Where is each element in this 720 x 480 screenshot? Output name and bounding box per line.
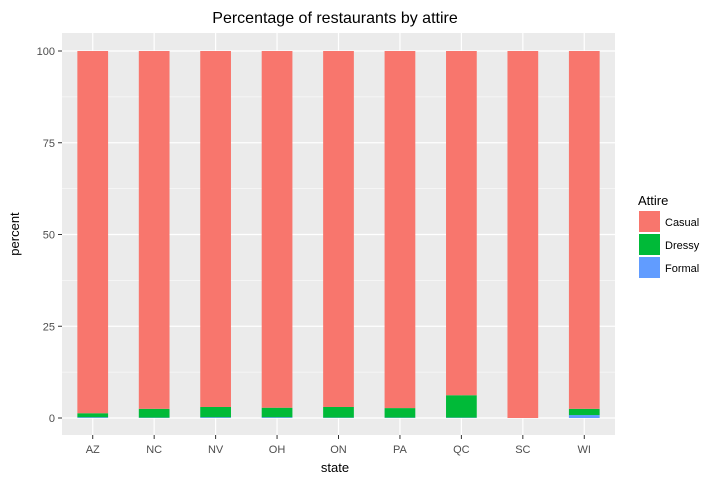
x-tick-label: AZ [86, 444, 100, 456]
bar-dressy-nv [200, 406, 231, 418]
bar-casual-qc [446, 51, 477, 396]
legend-key-dressy [639, 234, 660, 255]
bar-formal-oh [261, 417, 293, 418]
x-tick-label: PA [393, 444, 408, 456]
x-tick-label: ON [330, 444, 347, 456]
legend-title: Attire [638, 193, 668, 208]
bar-casual-on [323, 51, 354, 407]
y-tick-label: 0 [49, 413, 55, 425]
bar-dressy-qc [446, 395, 477, 418]
x-tick-label: NV [208, 444, 224, 456]
x-axis: AZ NC NV OH ON PA QC SC WI [86, 435, 591, 456]
bar-dressy-on [323, 406, 354, 418]
y-tick-label: 25 [43, 321, 55, 333]
bar-casual-oh [261, 51, 293, 408]
x-tick-label: NC [146, 444, 162, 456]
x-tick-label: WI [578, 444, 591, 456]
y-tick-label: 75 [43, 138, 55, 150]
legend-label-dressy: Dressy [665, 240, 700, 252]
bar-formal-az [77, 417, 109, 418]
bar-dressy-wi [568, 408, 600, 416]
x-tick-label: SC [515, 444, 530, 456]
bar-dressy-nc [138, 408, 170, 418]
x-tick-label: QC [453, 444, 470, 456]
legend: Attire Casual Dressy Formal [638, 193, 700, 278]
legend-label-formal: Formal [665, 263, 699, 275]
bar-casual-nv [200, 51, 231, 407]
y-axis: 0 25 50 75 100 [37, 46, 62, 425]
bar-formal-nv [200, 417, 231, 418]
legend-key-casual [639, 211, 660, 232]
legend-label-casual: Casual [665, 217, 699, 229]
legend-key-formal [639, 257, 660, 278]
y-tick-label: 50 [43, 230, 55, 242]
x-axis-title: state [321, 460, 349, 475]
bar-formal-wi [568, 415, 600, 418]
bars [77, 51, 600, 418]
bar-casual-sc [507, 51, 539, 418]
bar-casual-pa [384, 51, 416, 409]
bar-dressy-pa [384, 408, 416, 418]
y-tick-label: 100 [37, 46, 55, 58]
bar-dressy-oh [261, 407, 293, 418]
bar-casual-az [77, 51, 109, 414]
y-axis-title: percent [7, 212, 22, 256]
bar-dressy-az [77, 413, 109, 418]
chart-title: Percentage of restaurants by attire [212, 10, 458, 27]
bar-casual-wi [568, 51, 600, 409]
bar-casual-nc [138, 51, 170, 409]
x-tick-label: OH [269, 444, 286, 456]
